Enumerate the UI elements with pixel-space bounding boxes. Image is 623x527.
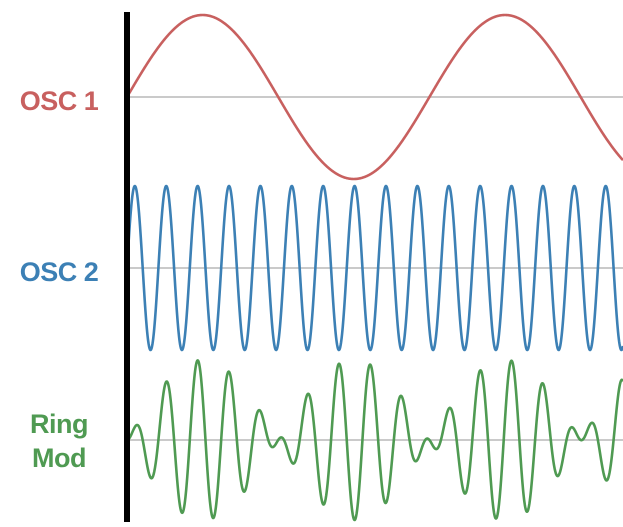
ring-mod-label-line1: Ring: [30, 409, 89, 439]
ring-mod-label-line2: Mod: [32, 443, 86, 473]
osc2-waveform: [125, 184, 623, 352]
osc2-label: OSC 2: [19, 257, 99, 287]
osc1-waveform: [125, 13, 623, 181]
osc1-label: OSC 1: [19, 86, 99, 116]
ring-mod-waveform: [126, 359, 623, 522]
ring-mod-label: Ring Mod: [0, 407, 118, 475]
